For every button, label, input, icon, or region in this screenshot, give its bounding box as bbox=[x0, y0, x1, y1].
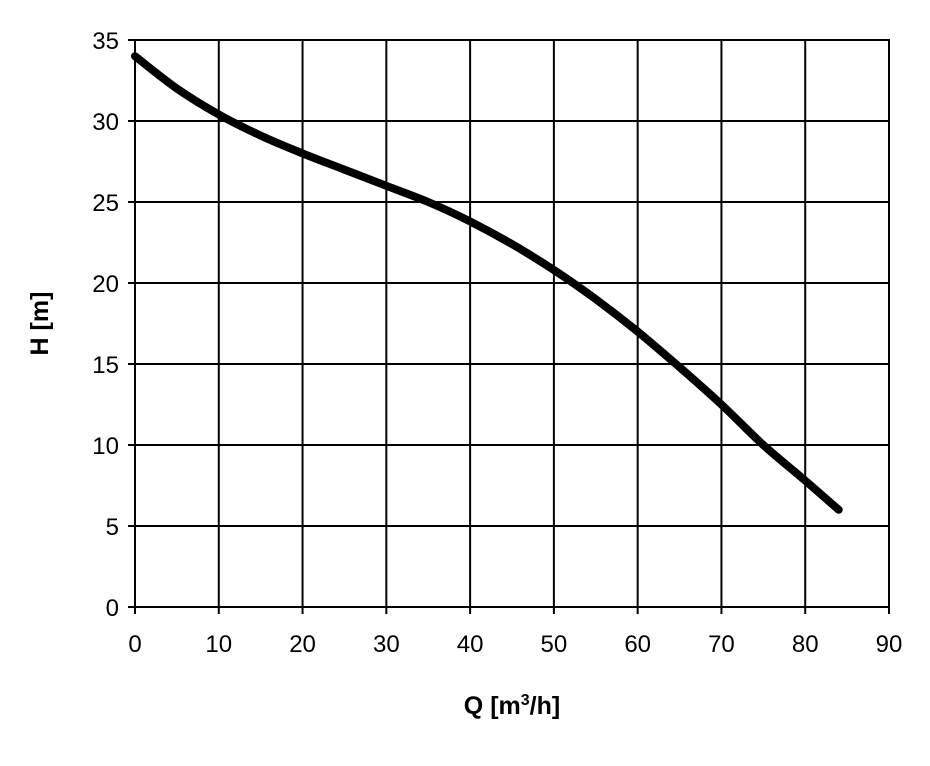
x-tick-label: 40 bbox=[457, 631, 484, 658]
x-tick-label: 20 bbox=[289, 631, 316, 658]
series-layer bbox=[131, 52, 843, 514]
y-axis-tick-labels: 0 5 10 15 20 25 30 35 bbox=[92, 28, 119, 622]
plot-area-frame bbox=[134, 39, 890, 608]
x-axis-title: Q [m3/h] bbox=[464, 692, 560, 720]
x-axis-title-superscript: 3 bbox=[521, 692, 530, 709]
y-tick-label: 15 bbox=[92, 352, 119, 379]
y-tick-label: 30 bbox=[92, 109, 119, 136]
x-tick-label: 60 bbox=[624, 631, 651, 658]
x-tick-label: 30 bbox=[373, 631, 400, 658]
grid bbox=[134, 39, 890, 608]
y-tick-label: 5 bbox=[106, 514, 119, 541]
x-axis-tick-labels: 0 10 20 30 40 50 60 70 80 90 bbox=[128, 631, 902, 658]
axis-ticks bbox=[128, 39, 890, 614]
y-tick-label: 35 bbox=[92, 28, 119, 55]
x-tick-label: 90 bbox=[876, 631, 903, 658]
x-axis-title-main: Q [m bbox=[464, 692, 521, 720]
y-tick-label: 25 bbox=[92, 190, 119, 217]
y-axis-title: H [m] bbox=[26, 292, 54, 356]
x-axis-title-end: /h] bbox=[530, 692, 561, 720]
y-tick-label: 10 bbox=[92, 433, 119, 460]
x-tick-label: 80 bbox=[792, 631, 819, 658]
x-tick-label: 50 bbox=[541, 631, 568, 658]
series-line bbox=[131, 52, 843, 514]
y-tick-label: 0 bbox=[106, 595, 119, 622]
x-tick-label: 10 bbox=[205, 631, 232, 658]
y-tick-label: 20 bbox=[92, 271, 119, 298]
x-tick-label: 70 bbox=[708, 631, 735, 658]
x-tick-label: 0 bbox=[128, 631, 141, 658]
